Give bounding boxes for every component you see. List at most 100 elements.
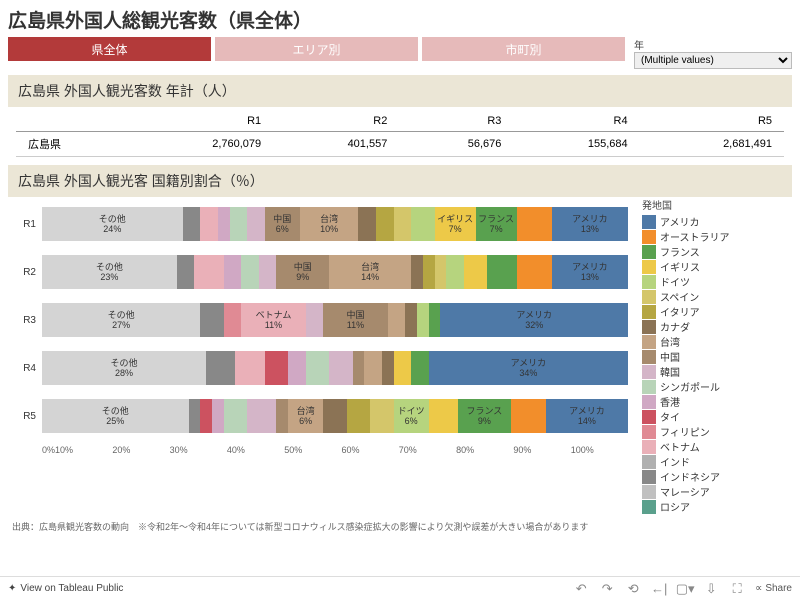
bar-segment[interactable] bbox=[288, 351, 306, 385]
legend-item[interactable]: ロシア bbox=[642, 499, 798, 514]
bar-segment[interactable]: アメリカ34% bbox=[429, 351, 628, 385]
redo-icon[interactable]: ↷ bbox=[599, 581, 615, 597]
bar-segment[interactable] bbox=[276, 399, 288, 433]
bar-segment[interactable] bbox=[429, 399, 458, 433]
bar-segment[interactable] bbox=[405, 303, 417, 337]
bar-segment[interactable] bbox=[411, 255, 423, 289]
bar-segment[interactable] bbox=[224, 399, 247, 433]
download-icon[interactable]: ⇩ bbox=[703, 581, 719, 597]
bar-segment[interactable] bbox=[411, 351, 429, 385]
bar-segment[interactable]: アメリカ32% bbox=[440, 303, 628, 337]
bar-segment[interactable] bbox=[306, 351, 329, 385]
bar-segment[interactable]: その他28% bbox=[42, 351, 206, 385]
bar-segment[interactable]: アメリカ13% bbox=[552, 255, 628, 289]
bar-segment[interactable] bbox=[376, 207, 394, 241]
legend-item[interactable]: シンガポール bbox=[642, 379, 798, 394]
tab-県全体[interactable]: 県全体 bbox=[8, 37, 211, 61]
bar-segment[interactable]: ドイツ6% bbox=[394, 399, 429, 433]
bar-segment[interactable] bbox=[517, 255, 552, 289]
bar-segment[interactable] bbox=[200, 207, 218, 241]
bar-segment[interactable] bbox=[423, 255, 435, 289]
bar-segment[interactable] bbox=[517, 207, 552, 241]
bar-segment[interactable] bbox=[194, 255, 223, 289]
year-filter-select[interactable]: (Multiple values) bbox=[634, 52, 792, 69]
legend-item[interactable]: スペイン bbox=[642, 289, 798, 304]
revert-icon[interactable]: ←| bbox=[651, 581, 667, 597]
bar-segment[interactable] bbox=[306, 303, 324, 337]
bar-segment[interactable] bbox=[206, 351, 235, 385]
bar-segment[interactable]: 中国9% bbox=[276, 255, 329, 289]
undo-icon[interactable]: ↶ bbox=[573, 581, 589, 597]
legend-item[interactable]: カナダ bbox=[642, 319, 798, 334]
bar-segment[interactable] bbox=[212, 399, 224, 433]
legend-item[interactable]: インド bbox=[642, 454, 798, 469]
bar-segment[interactable] bbox=[487, 255, 516, 289]
legend-item[interactable]: インドネシア bbox=[642, 469, 798, 484]
bar-segment[interactable]: 中国6% bbox=[265, 207, 300, 241]
legend-item[interactable]: イタリア bbox=[642, 304, 798, 319]
bar-segment[interactable]: アメリカ13% bbox=[552, 207, 628, 241]
legend-item[interactable]: 香港 bbox=[642, 394, 798, 409]
bar-segment[interactable]: その他27% bbox=[42, 303, 200, 337]
tab-エリア別[interactable]: エリア別 bbox=[215, 37, 418, 61]
bar-segment[interactable] bbox=[388, 303, 406, 337]
bar-segment[interactable] bbox=[429, 303, 441, 337]
legend-item[interactable]: オーストラリア bbox=[642, 229, 798, 244]
bar-segment[interactable] bbox=[370, 399, 393, 433]
bar-segment[interactable] bbox=[329, 351, 352, 385]
bar-segment[interactable] bbox=[230, 207, 248, 241]
replay-icon[interactable]: ⟲ bbox=[625, 581, 641, 597]
bar-segment[interactable] bbox=[411, 207, 434, 241]
fullscreen-icon[interactable]: ⛶ bbox=[729, 581, 745, 597]
presentation-icon[interactable]: ▢▾ bbox=[677, 581, 693, 597]
bar-segment[interactable]: 台湾14% bbox=[329, 255, 411, 289]
bar-segment[interactable] bbox=[446, 255, 464, 289]
bar-segment[interactable]: フランス7% bbox=[476, 207, 517, 241]
bar-segment[interactable] bbox=[323, 399, 346, 433]
legend-item[interactable]: イギリス bbox=[642, 259, 798, 274]
bar-segment[interactable] bbox=[189, 399, 201, 433]
bar-segment[interactable]: イギリス7% bbox=[435, 207, 476, 241]
bar-segment[interactable]: ベトナム11% bbox=[241, 303, 305, 337]
bar-segment[interactable] bbox=[464, 255, 487, 289]
legend-item[interactable]: フィリピン bbox=[642, 424, 798, 439]
bar-segment[interactable]: その他23% bbox=[42, 255, 177, 289]
bar-segment[interactable] bbox=[417, 303, 429, 337]
bar-segment[interactable]: アメリカ14% bbox=[546, 399, 628, 433]
bar-segment[interactable] bbox=[382, 351, 394, 385]
bar-segment[interactable] bbox=[218, 207, 230, 241]
bar-segment[interactable] bbox=[200, 303, 223, 337]
bar-segment[interactable] bbox=[247, 207, 265, 241]
bar-segment[interactable] bbox=[259, 255, 277, 289]
bar-segment[interactable] bbox=[247, 399, 276, 433]
share-button[interactable]: ∝ Share bbox=[755, 583, 792, 594]
bar-segment[interactable] bbox=[235, 351, 264, 385]
legend-item[interactable]: タイ bbox=[642, 409, 798, 424]
legend-item[interactable]: アメリカ bbox=[642, 214, 798, 229]
bar-segment[interactable]: 台湾10% bbox=[300, 207, 359, 241]
legend-item[interactable]: ベトナム bbox=[642, 439, 798, 454]
bar-segment[interactable] bbox=[177, 255, 195, 289]
bar-segment[interactable] bbox=[394, 351, 412, 385]
bar-segment[interactable] bbox=[265, 351, 288, 385]
bar-segment[interactable] bbox=[358, 207, 376, 241]
legend-item[interactable]: 韓国 bbox=[642, 364, 798, 379]
legend-item[interactable]: 中国 bbox=[642, 349, 798, 364]
bar-segment[interactable]: その他25% bbox=[42, 399, 189, 433]
legend-item[interactable]: 台湾 bbox=[642, 334, 798, 349]
bar-segment[interactable] bbox=[183, 207, 201, 241]
bar-segment[interactable] bbox=[200, 399, 212, 433]
bar-segment[interactable] bbox=[241, 255, 259, 289]
view-on-tableau-link[interactable]: ✦ View on Tableau Public bbox=[8, 583, 123, 594]
bar-segment[interactable] bbox=[347, 399, 370, 433]
bar-segment[interactable]: その他24% bbox=[42, 207, 183, 241]
tab-市町別[interactable]: 市町別 bbox=[422, 37, 625, 61]
bar-segment[interactable] bbox=[224, 255, 242, 289]
bar-segment[interactable]: フランス9% bbox=[458, 399, 511, 433]
legend-item[interactable]: マレーシア bbox=[642, 484, 798, 499]
legend-item[interactable]: フランス bbox=[642, 244, 798, 259]
bar-segment[interactable] bbox=[364, 351, 382, 385]
bar-segment[interactable] bbox=[435, 255, 447, 289]
bar-segment[interactable]: 中国11% bbox=[323, 303, 387, 337]
bar-segment[interactable]: 台湾6% bbox=[288, 399, 323, 433]
